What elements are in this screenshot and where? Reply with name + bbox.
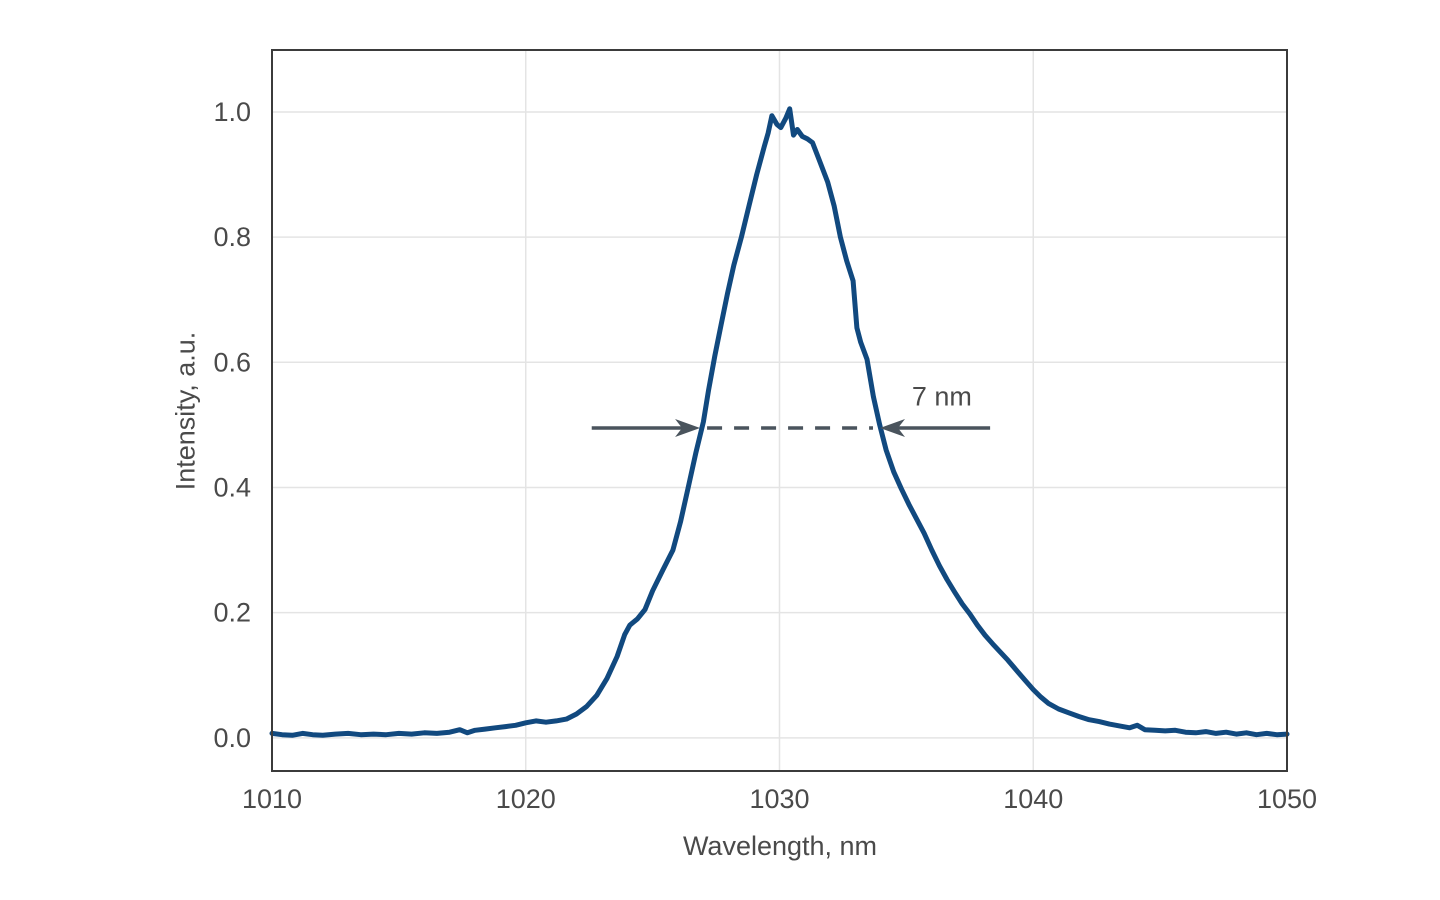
y-axis-title: Intensity, a.u.	[170, 331, 201, 491]
x-tick-label: 1030	[749, 784, 809, 814]
x-tick-label: 1010	[242, 784, 302, 814]
fwhm-left-arrowhead	[675, 419, 701, 438]
y-tick-label: 0.6	[213, 347, 251, 377]
x-tick-label: 1020	[496, 784, 556, 814]
spectrum-curve	[269, 106, 1290, 738]
x-tick-label: 1050	[1257, 784, 1317, 814]
x-axis-title: Wavelength, nm	[682, 831, 878, 861]
fwhm-right-arrowhead	[879, 419, 905, 438]
y-tick-label: 0.2	[213, 598, 251, 628]
y-tick-label: 1.0	[213, 97, 251, 127]
y-tick-label: 0.8	[213, 222, 251, 252]
y-tick-label: 0.4	[213, 472, 251, 502]
plot-border	[271, 49, 1288, 772]
y-tick-label: 0.0	[213, 723, 251, 753]
fwhm-annotation-label: 7 nm	[911, 381, 972, 412]
x-tick-label: 1040	[1003, 784, 1063, 814]
